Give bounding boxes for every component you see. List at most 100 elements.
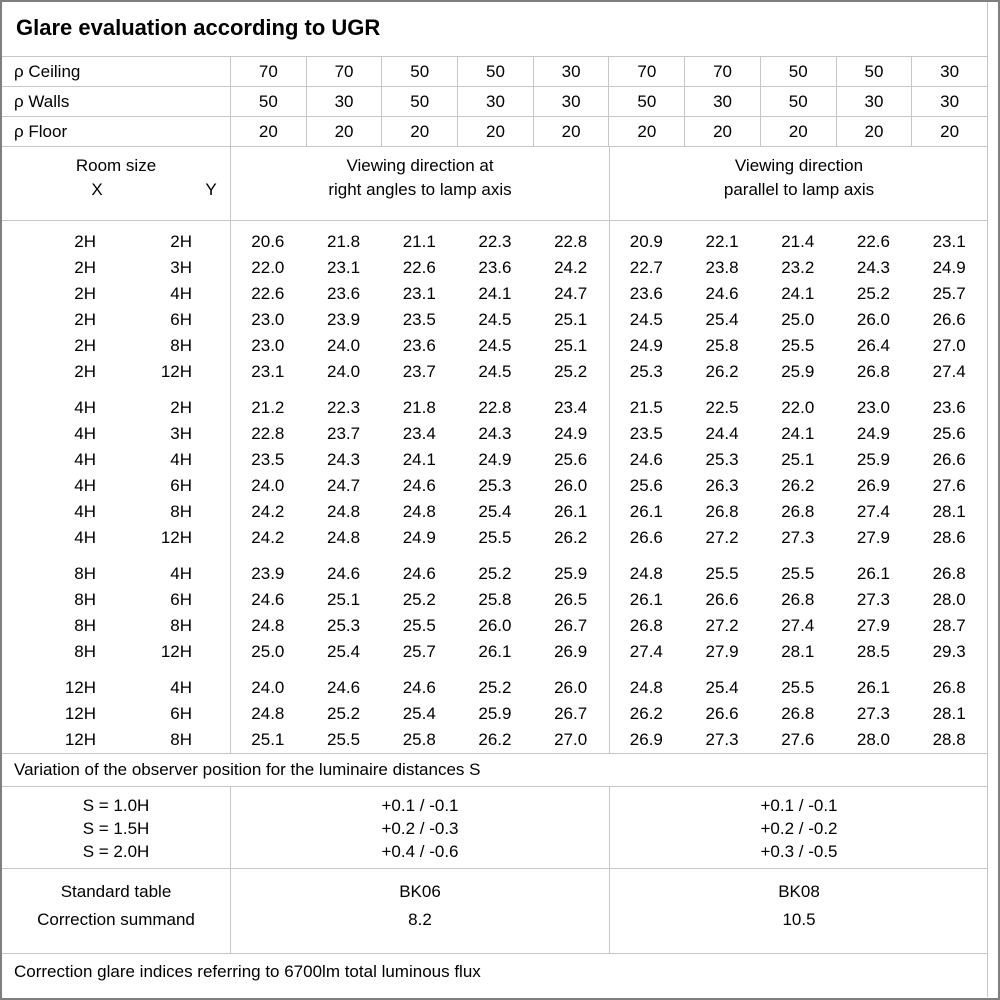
reflectance-value: 20 (608, 117, 684, 146)
reflectance-value: 30 (835, 87, 912, 116)
reflectance-value: 30 (684, 87, 760, 116)
ugr-value: 22.8 (478, 398, 512, 417)
y-header: Y (205, 180, 217, 199)
reflectance-row-label: ρ Floor (14, 122, 68, 141)
room-size-y: 3H (170, 424, 192, 443)
ugr-value: 25.3 (326, 616, 361, 635)
room-size-y: 6H (170, 704, 192, 723)
ugr-value: 25.9 (781, 362, 815, 381)
room-size-x: 8H (74, 616, 96, 635)
room-size-y: 12H (160, 362, 192, 381)
reflectance-value: 20 (835, 117, 912, 146)
ugr-value: 25.0 (251, 642, 285, 661)
ugr-value: 25.1 (554, 310, 588, 329)
ugr-value: 24.3 (478, 424, 512, 443)
table-row: 12H 6H 24.8 25.2 25.4 25.9 26.7 26.2 26.6 26.8 27.… (2, 701, 987, 727)
ugr-value: 22.3 (326, 398, 361, 417)
ugr-value: 24.8 (629, 564, 663, 583)
ugr-value: 26.6 (705, 590, 739, 609)
ugr-value: 24.6 (251, 590, 285, 609)
ugr-value: 26.2 (629, 704, 663, 723)
ugr-value: 24.1 (781, 424, 815, 443)
ugr-value: 22.5 (705, 398, 739, 417)
ugr-value: 26.1 (856, 564, 890, 583)
ugr-value: 27.3 (856, 590, 890, 609)
ugr-data-block: 4H 2H 21.2 22.3 21.8 22.8 23.4 21.5 22.5 22.0 23.0… (2, 395, 987, 551)
ugr-data-blocks: 2H 2H 20.6 21.8 21.1 22.3 22.8 20.9 22.1 21.4 22.6… (2, 229, 987, 753)
ugr-value: 24.9 (932, 258, 966, 277)
ugr-value: 24.6 (629, 450, 663, 469)
ugr-value: 24.8 (251, 616, 285, 635)
ugr-value: 28.1 (932, 704, 966, 723)
ugr-value: 24.1 (781, 284, 815, 303)
room-size-x: 4H (74, 450, 96, 469)
ugr-value: 26.9 (856, 476, 890, 495)
ugr-value: 25.5 (781, 678, 815, 697)
room-size-y: 4H (170, 450, 192, 469)
reflectance-row: ρ Walls 50 30 50 30 30 50 30 50 30 30 (2, 87, 987, 117)
ugr-value: 25.5 (402, 616, 436, 635)
ugr-value: 23.7 (326, 424, 361, 443)
ugr-value: 24.3 (856, 258, 890, 277)
ugr-value: 27.3 (705, 730, 739, 749)
ugr-value: 25.4 (705, 310, 739, 329)
spacer (192, 675, 230, 701)
x-header: X (91, 180, 103, 199)
room-size-x: 2H (74, 336, 96, 355)
ugr-value: 25.2 (478, 564, 512, 583)
table-row: 8H 12H 25.0 25.4 25.7 26.1 26.9 27.4 27.9 28.1 28.… (2, 639, 987, 665)
ugr-value: 24.7 (554, 284, 588, 303)
ugr-value: 25.2 (856, 284, 890, 303)
room-size-x: 12H (64, 704, 96, 723)
table-row: 12H 8H 25.1 25.5 25.8 26.2 27.0 26.9 27.3 27.6 28.… (2, 727, 987, 753)
reflectance-value: 50 (608, 87, 684, 116)
ugr-value: 24.6 (326, 564, 361, 583)
ugr-value: 27.0 (932, 336, 966, 355)
ugr-value: 26.6 (629, 528, 663, 547)
reflectance-value: 70 (684, 57, 760, 86)
ugr-value: 26.8 (705, 502, 739, 521)
table-row: 2H 4H 22.6 23.6 23.1 24.1 24.7 23.6 24.6 24.1 25.2… (2, 281, 987, 307)
ugr-value: 25.5 (781, 564, 815, 583)
ugr-value: 26.2 (554, 528, 588, 547)
ugr-value: 20.6 (251, 232, 285, 251)
table-row: 8H 4H 23.9 24.6 24.6 25.2 25.9 24.8 25.5 25.5 26.1… (2, 561, 987, 587)
spacer (192, 727, 230, 753)
table-row: 8H 6H 24.6 25.1 25.2 25.8 26.5 26.1 26.6 26.8 27.3… (2, 587, 987, 613)
ugr-value: 23.1 (402, 284, 436, 303)
ugr-value: 22.6 (251, 284, 285, 303)
reflectance-value: 20 (684, 117, 760, 146)
ugr-value: 27.9 (856, 616, 890, 635)
ugr-value: 26.1 (629, 502, 663, 521)
room-size-y: 6H (170, 590, 192, 609)
s-label: S = 1.5H (82, 819, 150, 838)
column-divider (230, 221, 231, 753)
ugr-value: 27.2 (705, 616, 739, 635)
table-row: 2H 6H 23.0 23.9 23.5 24.5 25.1 24.5 25.4 25.0 26.0… (2, 307, 987, 333)
ugr-value: 26.1 (478, 642, 512, 661)
ugr-value: 22.6 (402, 258, 436, 277)
reflectance-value: 50 (381, 87, 457, 116)
ugr-value: 20.9 (629, 232, 663, 251)
ugr-value: 25.8 (705, 336, 739, 355)
ugr-value: 27.0 (554, 730, 588, 749)
ugr-value: 24.9 (629, 336, 663, 355)
room-size-x: 2H (74, 310, 96, 329)
ugr-value: 25.1 (781, 450, 815, 469)
ugr-value: 28.7 (932, 616, 966, 635)
ugr-value: 24.5 (478, 362, 512, 381)
spacer (192, 639, 230, 665)
table-row: 4H 3H 22.8 23.7 23.4 24.3 24.9 23.5 24.4 24.1 24.9… (2, 421, 987, 447)
ugr-value: 25.3 (629, 362, 663, 381)
ugr-value: 24.3 (326, 450, 361, 469)
reflectance-value: 30 (532, 87, 609, 116)
ugr-value: 25.6 (554, 450, 588, 469)
ugr-value: 24.6 (402, 476, 436, 495)
ugr-value: 25.6 (932, 424, 966, 443)
ugr-value: 26.2 (478, 730, 512, 749)
ugr-value: 24.9 (554, 424, 588, 443)
ugr-value: 24.8 (326, 528, 361, 547)
ugr-value: 27.4 (781, 616, 815, 635)
ugr-value: 25.4 (402, 704, 436, 723)
